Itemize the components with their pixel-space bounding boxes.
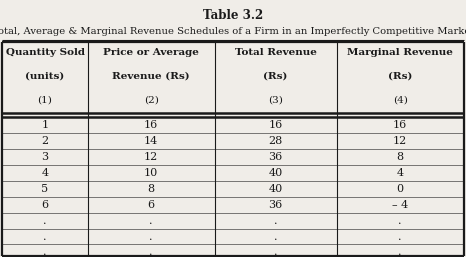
Text: 28: 28 bbox=[268, 136, 283, 146]
Text: (3): (3) bbox=[268, 95, 283, 104]
Text: 6: 6 bbox=[41, 200, 48, 210]
Text: .: . bbox=[150, 247, 153, 257]
Text: 2: 2 bbox=[41, 136, 48, 146]
Text: 4: 4 bbox=[41, 168, 48, 178]
Text: 40: 40 bbox=[268, 184, 283, 194]
Text: (units): (units) bbox=[25, 72, 65, 81]
Text: .: . bbox=[398, 247, 402, 257]
Text: 16: 16 bbox=[393, 120, 407, 130]
Text: (2): (2) bbox=[144, 95, 158, 104]
Text: .: . bbox=[274, 216, 277, 226]
Text: 36: 36 bbox=[268, 152, 283, 162]
Text: 12: 12 bbox=[393, 136, 407, 146]
Text: .: . bbox=[274, 247, 277, 257]
Text: 6: 6 bbox=[148, 200, 155, 210]
Text: 16: 16 bbox=[268, 120, 283, 130]
Text: 3: 3 bbox=[41, 152, 48, 162]
Text: 12: 12 bbox=[144, 152, 158, 162]
Text: – 4: – 4 bbox=[392, 200, 408, 210]
Text: Quantity Sold: Quantity Sold bbox=[6, 49, 84, 58]
Text: 5: 5 bbox=[41, 184, 48, 194]
Text: 0: 0 bbox=[397, 184, 404, 194]
Text: .: . bbox=[43, 216, 47, 226]
Text: (Rs): (Rs) bbox=[388, 72, 412, 81]
Text: 1: 1 bbox=[41, 120, 48, 130]
Text: .: . bbox=[43, 232, 47, 242]
Text: 4: 4 bbox=[397, 168, 404, 178]
Text: (Rs): (Rs) bbox=[263, 72, 288, 81]
Text: (1): (1) bbox=[38, 95, 53, 104]
Text: .: . bbox=[43, 247, 47, 257]
Text: (4): (4) bbox=[393, 95, 408, 104]
Text: .: . bbox=[274, 232, 277, 242]
Text: 14: 14 bbox=[144, 136, 158, 146]
Text: 10: 10 bbox=[144, 168, 158, 178]
Text: 36: 36 bbox=[268, 200, 283, 210]
Text: 8: 8 bbox=[397, 152, 404, 162]
Text: .: . bbox=[150, 232, 153, 242]
Text: .: . bbox=[398, 232, 402, 242]
Text: .: . bbox=[398, 216, 402, 226]
Text: Total, Average & Marginal Revenue Schedules of a Firm in an Imperfectly Competit: Total, Average & Marginal Revenue Schedu… bbox=[0, 27, 466, 36]
Text: Price or Average: Price or Average bbox=[103, 49, 199, 58]
Text: .: . bbox=[150, 216, 153, 226]
Text: 16: 16 bbox=[144, 120, 158, 130]
Text: Total Revenue: Total Revenue bbox=[235, 49, 316, 58]
Text: Marginal Revenue: Marginal Revenue bbox=[347, 49, 453, 58]
Text: Table 3.2: Table 3.2 bbox=[203, 9, 263, 22]
Text: Revenue (Rs): Revenue (Rs) bbox=[112, 72, 190, 81]
Text: 40: 40 bbox=[268, 168, 283, 178]
Text: 8: 8 bbox=[148, 184, 155, 194]
